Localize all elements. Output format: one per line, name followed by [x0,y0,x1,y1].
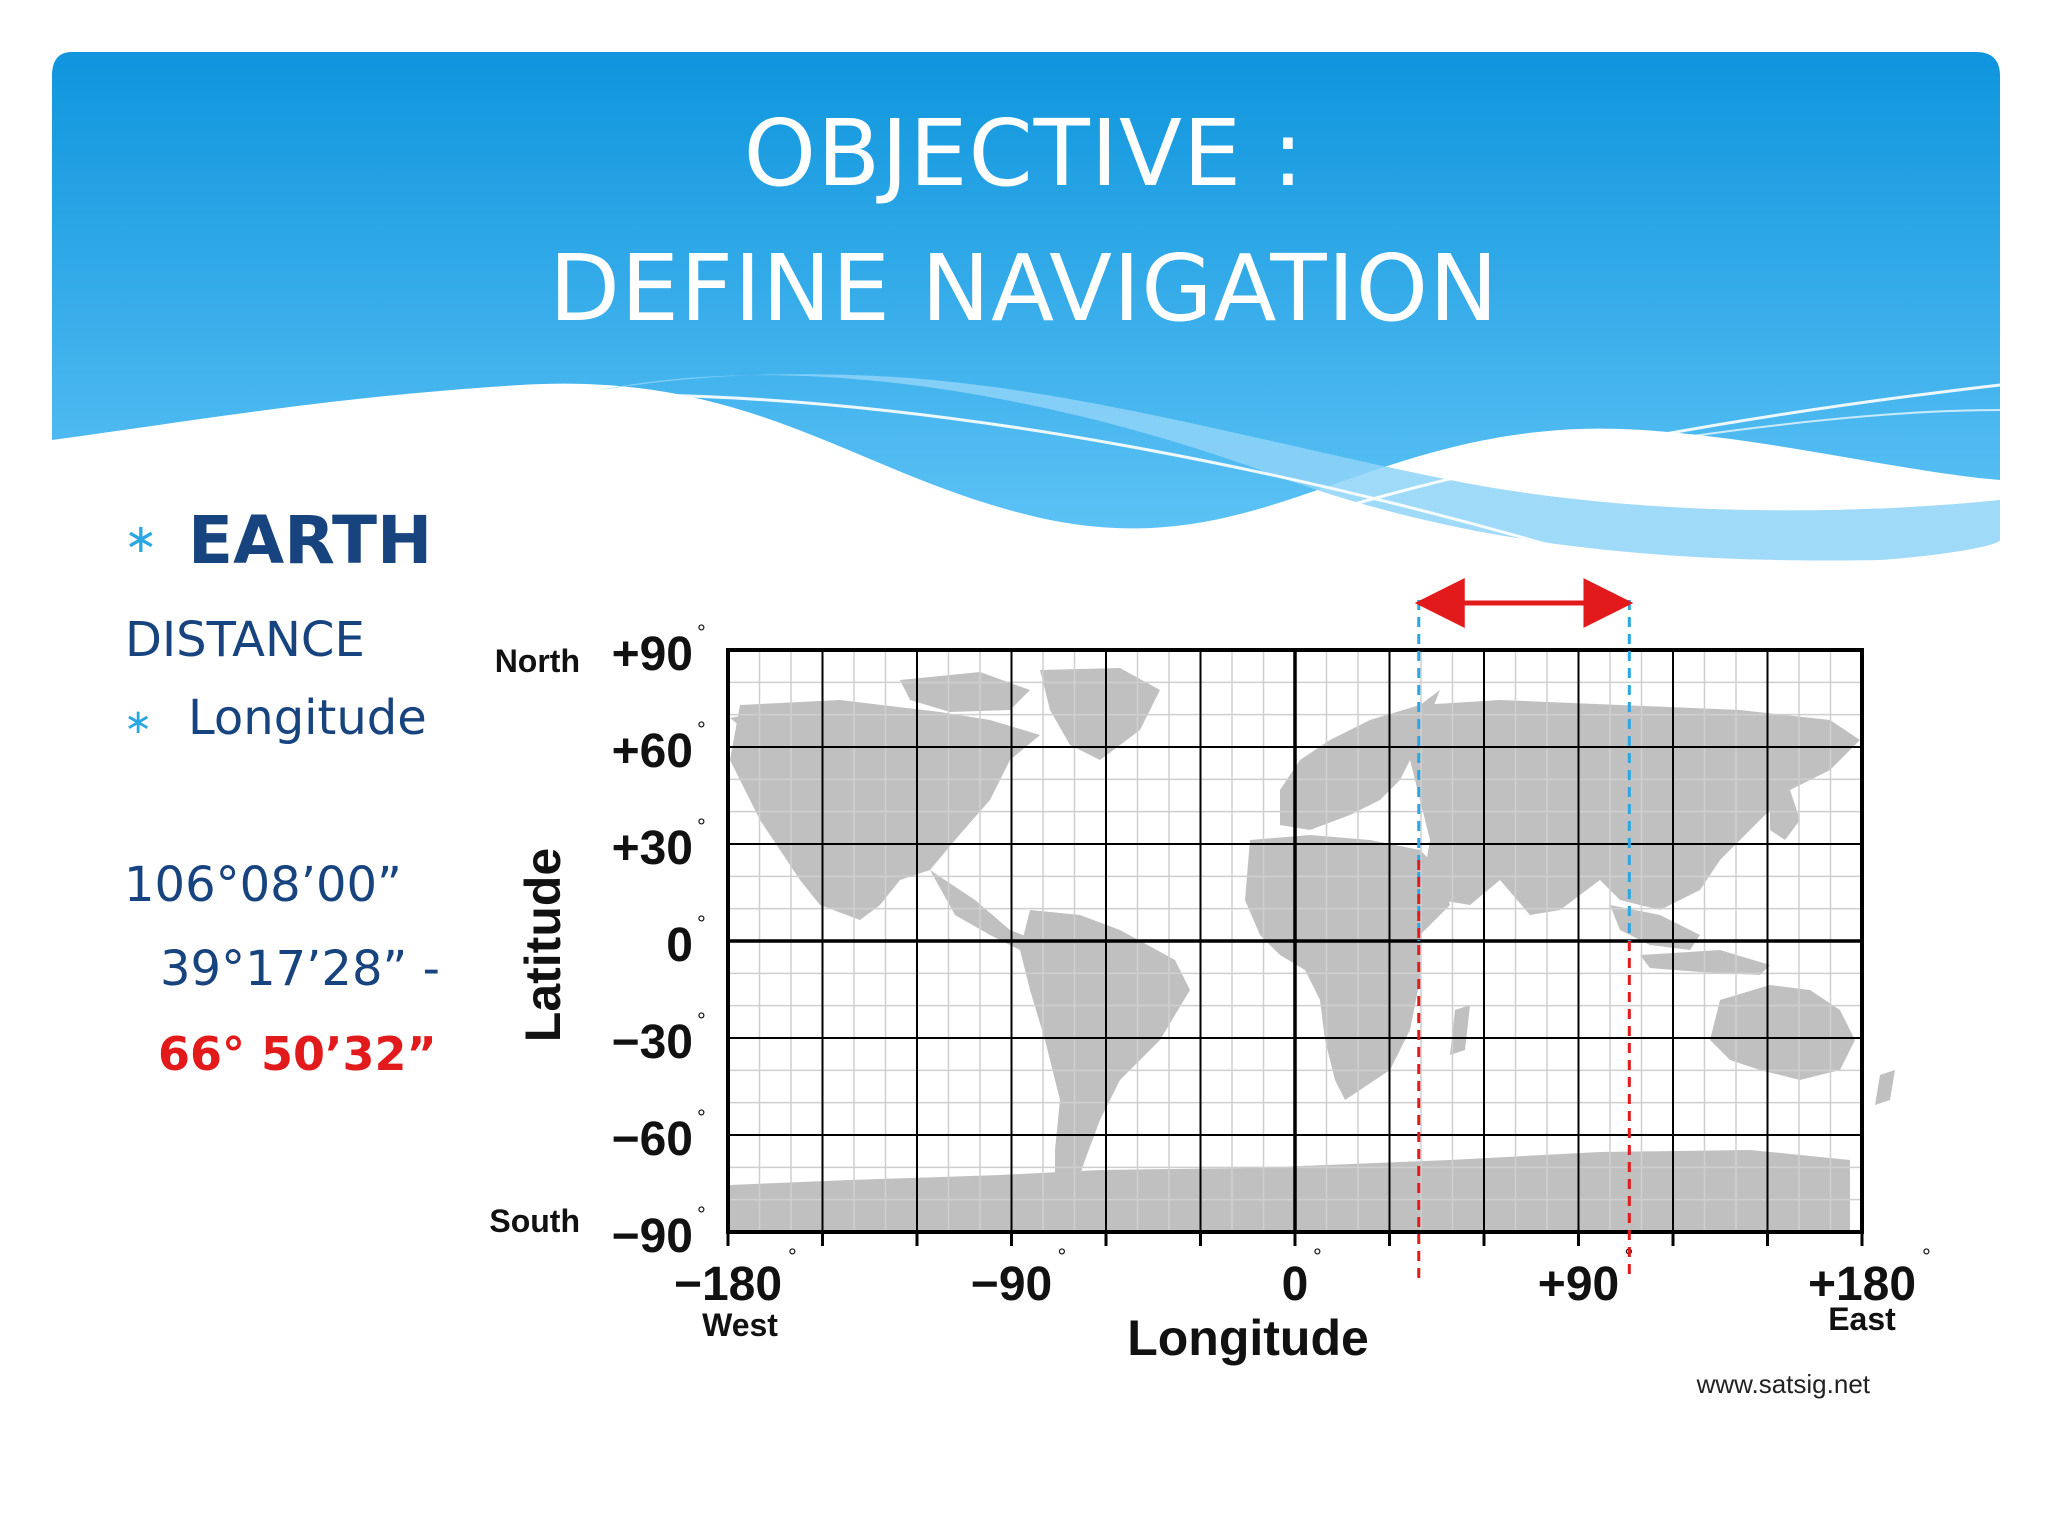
lat-tick-label: −30 [612,1016,693,1069]
lat-tick-label: +60 [612,725,693,778]
central-america [930,870,1035,950]
lat-tick-label: 0 [666,919,693,972]
longitude-markers [1414,578,1634,1278]
degree-symbol: ° [697,1008,706,1033]
x-axis-title: Longitude [1127,1310,1369,1366]
bullet-icon: ∗ [124,702,153,742]
degree-symbol: ° [1058,1244,1067,1269]
madagascar [1450,1005,1470,1055]
distance-label: DISTANCE [125,612,365,668]
longitude-value-1: 106°08’00” [124,857,402,913]
arabia [1425,840,1500,905]
lon-tick-label: −180 [674,1258,782,1311]
north-label: North [495,643,580,679]
lon-tick-label: +90 [1538,1258,1619,1311]
degree-symbol: ° [697,717,706,742]
lon-tick-label: +180 [1808,1258,1916,1311]
slide-title-line-2: DEFINE NAVIGATION [549,235,1499,342]
south-label: South [489,1203,580,1239]
lat-tick-label: +30 [612,822,693,875]
lat-tick-label: −90 [612,1210,693,1263]
australia [1710,985,1855,1080]
japan [1770,790,1800,840]
credit-text: www.satsig.net [1696,1369,1871,1399]
asia [1410,700,1860,915]
y-axis-title: Latitude [515,848,571,1042]
longitude-value-2: 39°17’28” - [160,941,440,997]
europe [1280,690,1440,830]
slide-title-line-1: OBJECTIVE : [743,100,1305,207]
bullet-icon: ∗ [124,516,158,562]
degree-symbol: ° [1922,1244,1931,1269]
west-label: West [702,1307,778,1343]
antarctica [730,1150,1850,1230]
degree-symbol: ° [697,911,706,936]
degree-symbol: ° [697,620,706,645]
longitude-label: Longitude [188,690,427,746]
degree-symbol: ° [788,1244,797,1269]
east-label: East [1828,1301,1896,1337]
lat-tick-label: +90 [612,628,693,681]
earth-heading: EARTH [188,502,433,579]
longitude-difference: 66° 50’32” [158,1027,437,1081]
lon-tick-label: 0 [1282,1258,1309,1311]
degree-symbol: ° [697,1105,706,1130]
continents [730,668,1895,1230]
map-axes: +90 °+60 °+30 °0 °−30 °−60 °−90 °−180°−90°0°+90… [489,620,1930,1399]
lat-tick-label: −60 [612,1113,693,1166]
southeast-asia [1610,905,1700,950]
degree-symbol: ° [697,814,706,839]
map-grid [726,648,1864,1234]
new-zealand [1875,1070,1895,1105]
degree-symbol: ° [697,1202,706,1227]
degree-symbol: ° [1313,1244,1322,1269]
lon-tick-label: −90 [971,1258,1052,1311]
